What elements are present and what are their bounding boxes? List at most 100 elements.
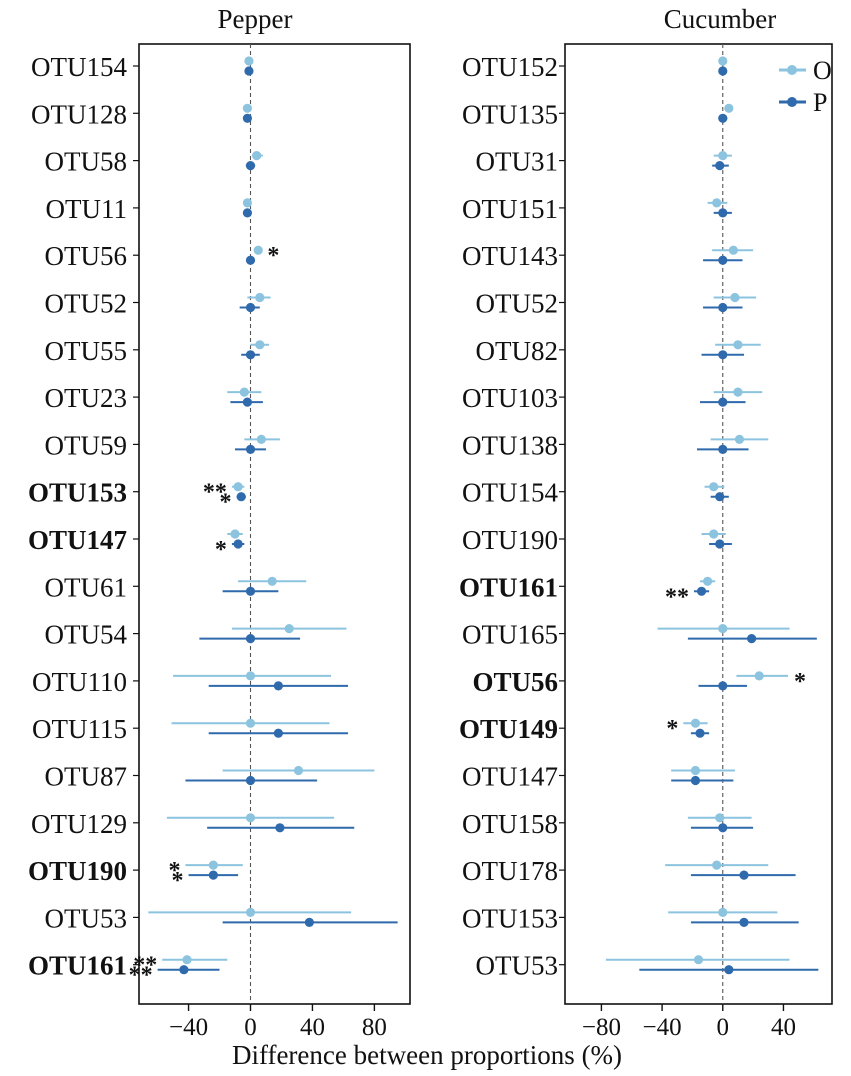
o-point — [267, 576, 277, 586]
o-point — [255, 340, 265, 350]
otu-label: OTU153 — [462, 903, 558, 933]
otu-label: OTU53 — [45, 903, 128, 933]
otu-label: OTU52 — [45, 289, 128, 319]
x-tick-label: 40 — [300, 1014, 325, 1041]
p-point — [724, 965, 734, 975]
o-point — [703, 576, 713, 586]
x-tick-label: −40 — [643, 1014, 682, 1041]
o-point — [712, 860, 722, 870]
o-point — [754, 671, 764, 681]
otu-label: OTU56 — [45, 241, 128, 271]
p-point — [718, 350, 728, 360]
p-significance-marker: ** — [129, 963, 153, 989]
o-point — [255, 292, 265, 303]
x-tick-label: 0 — [244, 1014, 257, 1041]
p-point — [208, 870, 218, 880]
otu-label: OTU82 — [476, 336, 559, 366]
otu-label: OTU110 — [32, 667, 127, 697]
p-point — [273, 681, 283, 691]
p-point — [245, 255, 256, 265]
otu-label: OTU143 — [462, 241, 558, 271]
p-point — [245, 586, 256, 596]
legend-p-marker — [787, 97, 797, 107]
otu-label: OTU135 — [462, 99, 558, 129]
legend: O P — [779, 56, 832, 117]
pepper-title: Pepper — [218, 4, 293, 34]
p-point — [242, 113, 252, 123]
o-point — [715, 813, 725, 823]
p-point — [718, 302, 728, 313]
p-point — [718, 66, 728, 76]
otu-label: OTU161 — [28, 951, 127, 981]
otu-label: OTU52 — [476, 289, 559, 319]
o-point — [245, 813, 256, 823]
o-point — [718, 907, 728, 918]
otu-label: OTU31 — [476, 147, 559, 177]
otu-label: OTU147 — [462, 762, 558, 792]
p-significance-marker: * — [215, 537, 227, 563]
o-significance-marker: * — [168, 858, 180, 884]
otu-label: OTU190 — [28, 856, 127, 886]
otu-label: OTU128 — [31, 99, 127, 129]
o-point — [709, 482, 719, 492]
p-point — [245, 444, 256, 454]
p-point — [242, 397, 252, 407]
p-point — [695, 728, 705, 738]
otu-label: OTU178 — [462, 856, 558, 886]
o-point — [245, 718, 256, 728]
otu-label: OTU61 — [45, 572, 128, 602]
legend-o-label: O — [813, 56, 832, 85]
o-point — [208, 860, 218, 870]
plot-frame — [138, 43, 411, 1005]
otu-label: OTU87 — [45, 762, 128, 792]
o-point — [245, 907, 256, 918]
plot-frame — [564, 43, 833, 1005]
p-point — [739, 870, 749, 880]
x-tick-label: −40 — [169, 1014, 208, 1041]
otu-label: OTU154 — [31, 52, 127, 82]
x-tick-label: −80 — [582, 1014, 621, 1041]
o-point — [724, 103, 734, 113]
p-point — [715, 161, 725, 171]
o-point — [690, 718, 701, 728]
o-point — [730, 292, 740, 303]
o-point — [733, 387, 743, 397]
p-point — [718, 444, 728, 454]
otu-label: OTU165 — [462, 620, 558, 650]
p-point — [718, 208, 728, 218]
otu-label: OTU158 — [462, 809, 558, 839]
o-point — [718, 151, 728, 161]
otu-label: OTU147 — [28, 525, 127, 555]
o-significance-marker: ** — [133, 953, 157, 979]
p-point — [244, 66, 254, 76]
p-point — [718, 397, 728, 407]
p-point — [233, 539, 243, 549]
p-point — [236, 492, 246, 502]
otu-label: OTU190 — [462, 525, 558, 555]
p-significance-marker: * — [172, 868, 184, 894]
o-point — [690, 765, 701, 776]
o-point — [718, 56, 728, 66]
p-point — [242, 208, 252, 218]
otu-label: OTU161 — [459, 572, 558, 602]
otu-label: OTU53 — [476, 951, 559, 981]
p-point — [179, 965, 189, 975]
otu-label: OTU115 — [32, 714, 127, 744]
otu-label: OTU58 — [45, 147, 128, 177]
o-significance-marker: * — [794, 669, 806, 695]
otu-label: OTU154 — [462, 478, 558, 508]
o-significance-marker: ** — [203, 480, 227, 506]
cucumber-panel: Cucumber −80 −40 0 40 OTU152 OTU135 OTU31 OTU15… — [459, 4, 833, 1041]
otu-label: OTU129 — [31, 809, 127, 839]
o-point — [242, 198, 252, 208]
p-point — [715, 492, 725, 502]
o-point — [718, 624, 728, 634]
otu-label: OTU153 — [28, 478, 127, 508]
otu-label: OTU11 — [46, 194, 128, 224]
p-point — [245, 775, 256, 786]
otu-label: OTU55 — [45, 336, 128, 366]
p-point — [739, 917, 749, 928]
p-point — [715, 539, 725, 549]
x-axis-label: Difference between proportions (%) — [232, 1040, 622, 1070]
o-point — [233, 482, 243, 492]
